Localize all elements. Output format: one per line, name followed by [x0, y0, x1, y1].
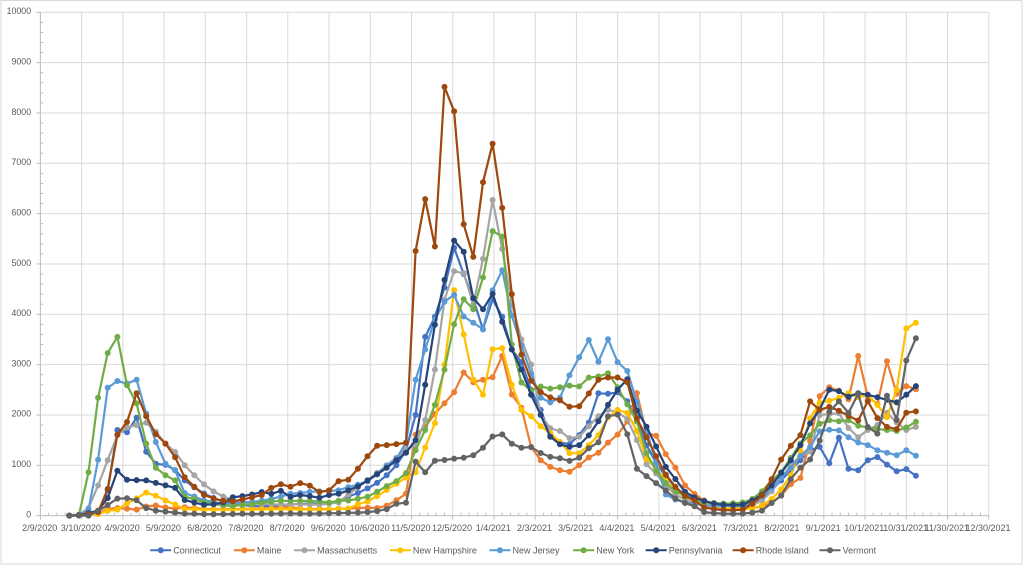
svg-text:4/4/2021: 4/4/2021 [599, 523, 634, 533]
svg-text:11/30/2021: 11/30/2021 [925, 523, 969, 533]
svg-text:10/31/2021: 10/31/2021 [883, 523, 928, 533]
svg-text:8/7/2020: 8/7/2020 [270, 523, 305, 533]
svg-text:2000: 2000 [12, 409, 32, 419]
svg-text:New York: New York [596, 546, 635, 556]
svg-text:10/6/2020: 10/6/2020 [350, 523, 390, 533]
svg-text:Rhode Island: Rhode Island [756, 546, 809, 556]
svg-text:7/8/2020: 7/8/2020 [228, 523, 263, 533]
svg-text:6/8/2020: 6/8/2020 [187, 523, 222, 533]
svg-text:5/9/2020: 5/9/2020 [146, 523, 181, 533]
svg-text:1000: 1000 [12, 459, 32, 469]
svg-text:5000: 5000 [12, 258, 32, 268]
svg-text:12/5/2020: 12/5/2020 [432, 523, 472, 533]
svg-text:8/2/2021: 8/2/2021 [764, 523, 799, 533]
svg-text:2/3/2021: 2/3/2021 [517, 523, 552, 533]
svg-text:Vermont: Vermont [843, 546, 877, 556]
svg-text:5/4/2021: 5/4/2021 [641, 523, 676, 533]
svg-text:9/6/2020: 9/6/2020 [311, 523, 346, 533]
svg-text:9/1/2021: 9/1/2021 [806, 523, 841, 533]
svg-text:11/5/2020: 11/5/2020 [391, 523, 430, 533]
svg-text:Massachusetts: Massachusetts [317, 546, 378, 556]
svg-text:9000: 9000 [12, 56, 32, 66]
svg-text:10/1/2021: 10/1/2021 [844, 523, 884, 533]
svg-text:7000: 7000 [12, 157, 32, 167]
svg-text:New Hampshire: New Hampshire [413, 546, 477, 556]
svg-text:3000: 3000 [12, 358, 32, 368]
svg-text:2/9/2020: 2/9/2020 [22, 523, 57, 533]
svg-text:New Jersey: New Jersey [513, 546, 561, 556]
svg-text:6000: 6000 [12, 207, 32, 217]
svg-text:0: 0 [26, 509, 31, 519]
svg-text:4000: 4000 [12, 308, 32, 318]
svg-text:3/5/2021: 3/5/2021 [558, 523, 593, 533]
svg-text:4/9/2020: 4/9/2020 [105, 523, 140, 533]
svg-text:8000: 8000 [12, 107, 32, 117]
svg-text:Connecticut: Connecticut [173, 546, 221, 556]
svg-text:1/4/2021: 1/4/2021 [476, 523, 511, 533]
svg-text:12/30/2021: 12/30/2021 [965, 523, 1010, 533]
svg-text:3/10/2020: 3/10/2020 [61, 523, 101, 533]
svg-text:6/3/2021: 6/3/2021 [682, 523, 717, 533]
svg-text:Maine: Maine [257, 546, 282, 556]
svg-text:10000: 10000 [7, 6, 32, 16]
svg-text:7/3/2021: 7/3/2021 [723, 523, 758, 533]
svg-text:Pennsylvania: Pennsylvania [669, 546, 723, 556]
